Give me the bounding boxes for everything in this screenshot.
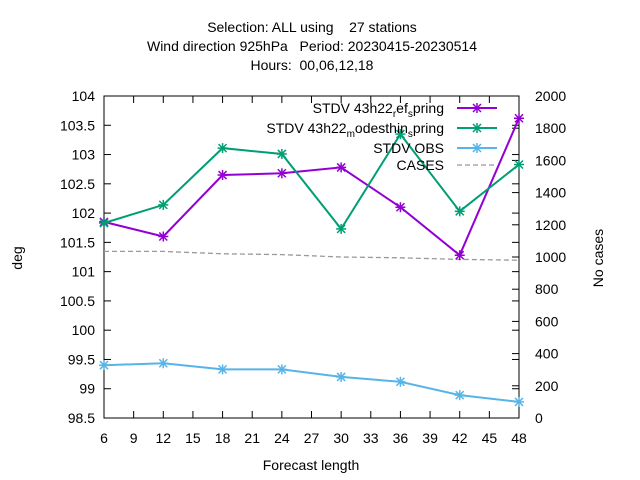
x-marker	[217, 143, 228, 154]
x-tick-label: 30	[333, 430, 349, 446]
x-tick-label: 9	[130, 430, 138, 446]
y-tick-label: 103	[72, 147, 96, 163]
series-2	[99, 358, 524, 407]
x-tick-label: 12	[155, 430, 171, 446]
series-line	[104, 250, 520, 261]
x-marker	[217, 170, 228, 181]
y2-tick-label: 0	[535, 410, 543, 426]
y-tick-label: 100	[72, 322, 96, 338]
x-marker	[395, 376, 406, 387]
x-marker	[158, 358, 169, 369]
plot-frame	[103, 95, 520, 419]
legend-label: STDV 43h22modesthinspring	[266, 120, 444, 140]
legend-item-1: STDV 43h22modesthinspring	[266, 120, 497, 140]
x-marker	[454, 206, 465, 217]
x-axis-label: Forecast length	[263, 457, 360, 473]
title-line-2: Wind direction 925hPa Period: 20230415-2…	[147, 38, 477, 54]
x-tick-label: 18	[215, 430, 231, 446]
x-tick-label: 33	[363, 430, 379, 446]
x-tick-label: 6	[100, 430, 108, 446]
series-layer	[99, 113, 524, 407]
legend-label: CASES	[397, 157, 444, 173]
x-tick-label: 48	[511, 430, 527, 446]
y-tick-label: 103.5	[60, 117, 95, 133]
y-tick-label: 104	[72, 88, 96, 104]
y2-tick-label: 1200	[535, 217, 566, 233]
y2-axis-label: No cases	[590, 229, 606, 287]
title-line-1: Selection: ALL using 27 stations	[207, 19, 417, 35]
legend-item-2: STDV OBS	[373, 140, 497, 156]
x-marker	[158, 199, 169, 210]
y-tick-label: 99	[79, 381, 95, 397]
x-tick-label: 36	[393, 430, 409, 446]
y-tick-label: 100.5	[60, 293, 95, 309]
x-marker	[99, 218, 109, 229]
legend-label: STDV 43h22refspring	[313, 100, 444, 120]
x-marker	[472, 103, 482, 113]
series-line	[103, 362, 520, 403]
x-marker	[472, 123, 482, 133]
x-marker	[514, 396, 524, 407]
series-3	[104, 250, 520, 261]
x-tick-label: 24	[274, 430, 290, 446]
axes: 98.5 99 99.5 100 100.5 101 101.5 102 102.5 103 103…	[60, 88, 566, 446]
x-tick-label: 39	[422, 430, 438, 446]
x-marker	[395, 129, 406, 140]
y-tick-label: 99.5	[68, 351, 95, 367]
y2-tick-label: 200	[535, 378, 559, 394]
x-marker	[454, 250, 465, 261]
y2-tick-label: 1000	[535, 249, 566, 265]
x-tick-label: 42	[452, 430, 468, 446]
series-1	[99, 129, 524, 234]
x-tick-label: 27	[304, 430, 320, 446]
y2-tick-label: 400	[535, 346, 559, 362]
x-marker	[276, 168, 287, 179]
y-tick-label: 102.5	[60, 176, 95, 192]
y-tick-label: 98.5	[68, 410, 95, 426]
series-line	[103, 132, 520, 231]
chart-title: Selection: ALL using 27 stations Wind di…	[147, 19, 477, 73]
x-marker	[472, 143, 482, 153]
series-0	[99, 113, 524, 261]
y2-tick-label: 1800	[535, 120, 566, 136]
x-marker	[514, 113, 524, 124]
x-tick-label: 15	[185, 430, 201, 446]
x-marker	[217, 364, 228, 375]
x-marker	[395, 202, 406, 213]
legend-label: STDV OBS	[373, 140, 444, 156]
x-tick-label: 45	[482, 430, 498, 446]
x-marker	[158, 231, 169, 242]
series-line	[103, 117, 520, 257]
x-marker	[336, 371, 347, 382]
y2-tick-label: 800	[535, 281, 559, 297]
x-marker	[514, 159, 524, 170]
y-tick-label: 101	[72, 264, 96, 280]
y2-tick-label: 1600	[535, 152, 566, 168]
legend-item-3: CASES	[397, 157, 497, 173]
legend-item-0: STDV 43h22refspring	[313, 100, 497, 120]
x-marker	[336, 162, 347, 173]
y2-tick-label: 600	[535, 313, 559, 329]
x-marker	[454, 390, 465, 401]
y2-tick-label: 2000	[535, 88, 566, 104]
y-axis-label: deg	[9, 246, 25, 269]
x-tick-label: 21	[244, 430, 260, 446]
y2-tick-label: 1400	[535, 185, 566, 201]
x-marker	[336, 223, 347, 234]
title-line-3: Hours: 00,06,12,18	[251, 57, 374, 73]
y-tick-label: 102	[72, 205, 96, 221]
y-tick-label: 101.5	[60, 234, 95, 250]
x-marker	[276, 364, 287, 375]
x-marker	[99, 360, 109, 371]
x-marker	[276, 148, 287, 159]
